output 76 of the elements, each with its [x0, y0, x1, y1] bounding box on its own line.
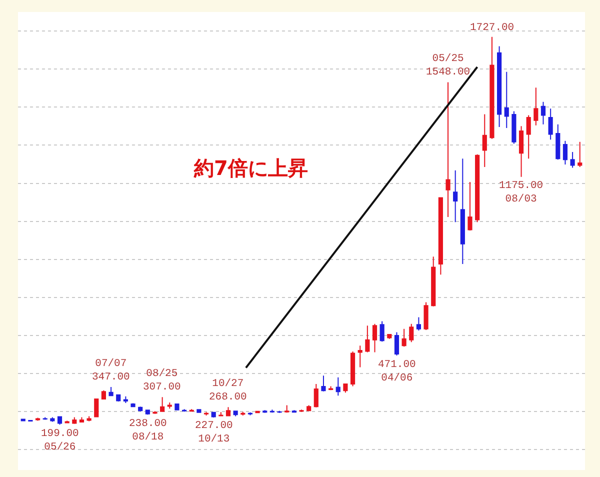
candlestick: [226, 406, 231, 417]
candlestick: [402, 328, 406, 348]
candlestick: [416, 316, 421, 331]
candlestick: [578, 141, 582, 168]
candlestick: [453, 170, 458, 223]
candlestick: [512, 110, 516, 144]
candlestick: [270, 409, 274, 414]
candlestick: [548, 108, 553, 140]
candlestick: [372, 323, 378, 353]
candlestick: [160, 396, 165, 412]
annotation: 199.00 05/26: [41, 428, 79, 454]
candlestick: [204, 412, 209, 416]
candlestick: [57, 416, 62, 426]
candlestick: [540, 101, 546, 125]
candlestick: [218, 412, 224, 417]
candlestick: [116, 394, 121, 402]
candlestick: [79, 416, 84, 424]
candlestick: [460, 158, 465, 264]
candlestick: [108, 386, 114, 397]
candlestick: [42, 416, 48, 420]
candlestick: [431, 256, 436, 307]
candlestick: [504, 71, 509, 128]
candlestick: [145, 409, 150, 416]
candlestick: [130, 402, 136, 408]
candlestick: [123, 396, 128, 404]
candlestick: [526, 114, 531, 160]
candlestick: [196, 408, 202, 414]
candlestick: [262, 410, 268, 414]
candlestick: [50, 416, 55, 422]
candlestick: [482, 114, 487, 168]
candlestick: [174, 403, 180, 411]
candlestick: [570, 152, 575, 168]
candlestick: [409, 323, 414, 343]
candlestick: [343, 382, 348, 394]
candlestick: [475, 154, 480, 223]
candlestick: [94, 398, 99, 418]
candlestick: [562, 140, 568, 165]
annotation: 07/07 347.00: [92, 358, 130, 384]
candlestick: [20, 418, 26, 422]
candlestick: [468, 182, 472, 231]
candlestick: [490, 36, 494, 140]
annotation: 05/25 1548.00: [426, 53, 470, 79]
annotation: 238.00 08/18: [129, 418, 167, 444]
candlestick: [314, 383, 318, 408]
candlestick: [35, 417, 40, 422]
candlestick: [167, 402, 172, 410]
candlestick: [306, 404, 312, 412]
candlestick: [358, 345, 362, 368]
candlestick: [394, 332, 400, 356]
annotation: 1727.00: [470, 22, 514, 34]
candlestick: [424, 302, 428, 330]
candlestick: [365, 325, 370, 353]
annotation: 10/27 268.00: [209, 378, 247, 404]
annotation: 約7倍に上昇: [193, 156, 308, 180]
candlestick: [336, 376, 340, 396]
candlestick: [380, 320, 384, 342]
candlestick: [556, 124, 560, 160]
candlestick: [387, 334, 392, 340]
candlestick: [446, 82, 450, 218]
candlestick: [534, 87, 538, 126]
candlestick: [233, 410, 238, 417]
annotation: 1175.00 08/03: [499, 180, 544, 206]
candlestick: [497, 46, 502, 128]
candlestick: [72, 416, 77, 424]
candlestick: [350, 351, 356, 387]
annotation: 08/25 307.00: [143, 368, 181, 394]
candlestick: [299, 409, 304, 412]
candlestick: [101, 390, 106, 400]
candlestick: [518, 126, 524, 178]
candlestick: [86, 416, 92, 422]
annotation: 471.00 04/06: [378, 359, 416, 385]
annotation: 227.00 10/13: [195, 420, 233, 446]
candlestick: [438, 196, 443, 276]
candlestick: [284, 404, 290, 414]
candlestick: [152, 410, 158, 414]
candlestick: [321, 375, 326, 392]
